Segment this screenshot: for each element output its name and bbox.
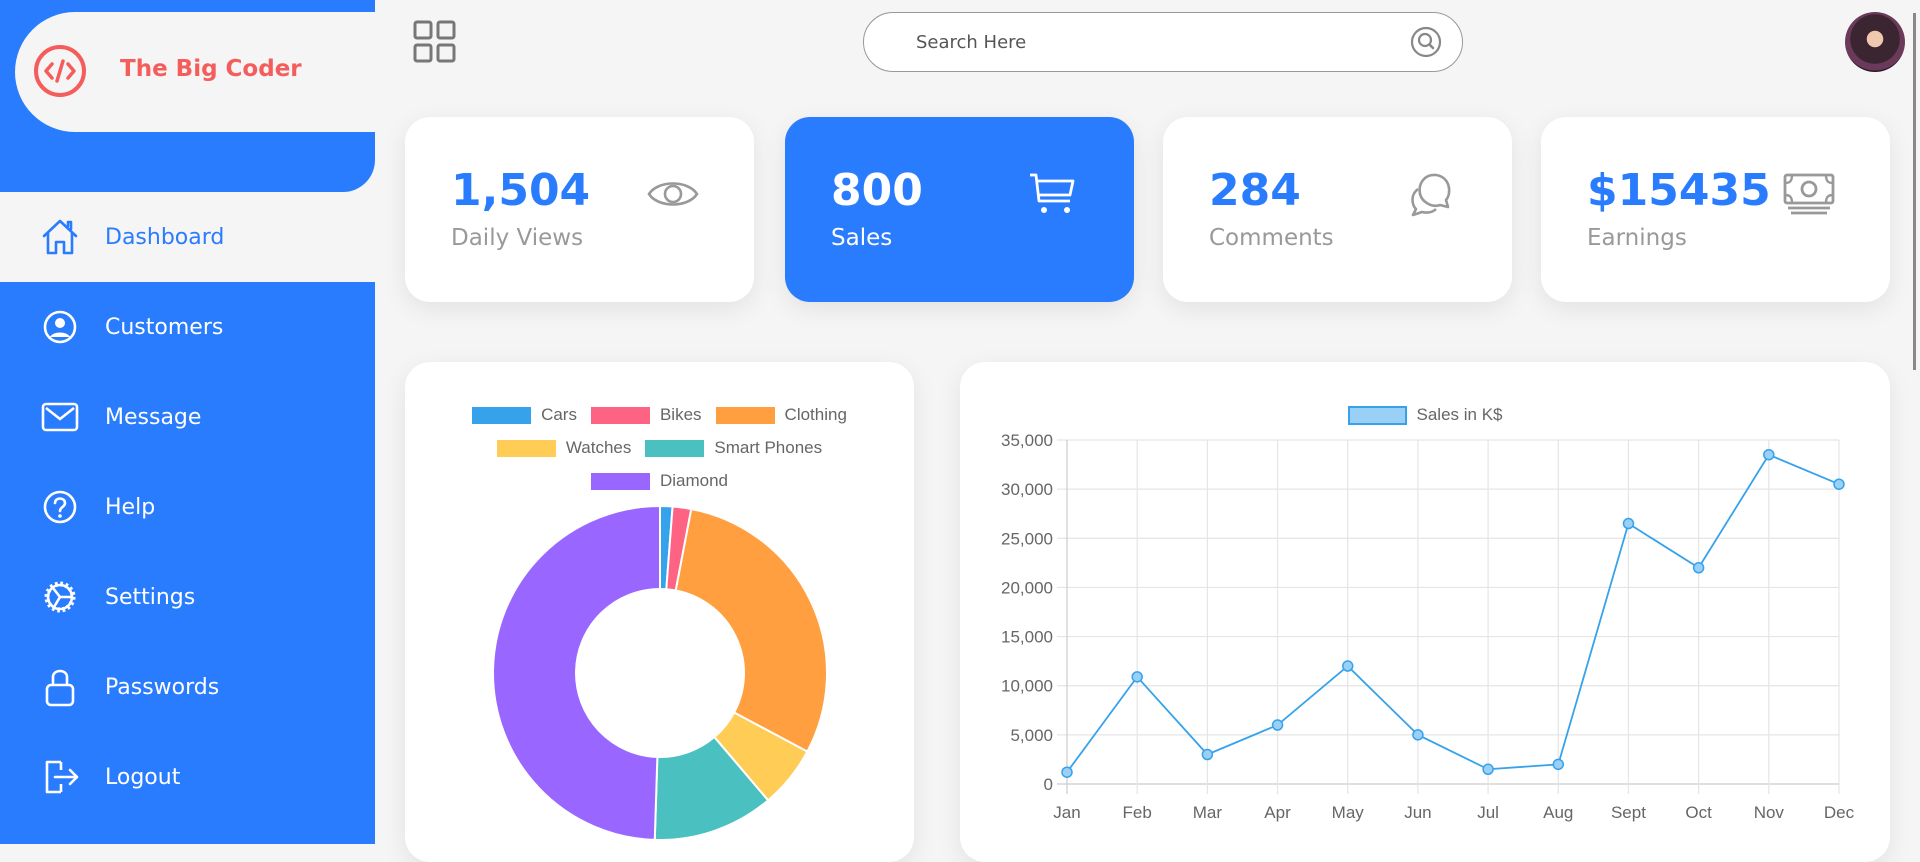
chart-legend: Watches Smart Phones <box>405 438 914 458</box>
legend-swatch <box>590 472 650 490</box>
data-point[interactable] <box>1412 729 1424 741</box>
data-point[interactable] <box>1763 448 1775 461</box>
sidebar-item-settings[interactable]: Settings <box>15 567 375 627</box>
y-tick-label: 15,000 <box>1001 628 1053 647</box>
x-tick-label: Mar <box>1193 803 1223 822</box>
sidebar-item-customers[interactable]: Customers <box>15 297 375 357</box>
home-icon <box>42 219 78 255</box>
y-tick-label: 30,000 <box>1001 480 1053 499</box>
cart-icon <box>1030 173 1075 213</box>
line-chart-panel: Sales in K$ 0 5,000 10,000 15,000 20,000 25,0… <box>960 362 1890 862</box>
mail-icon <box>41 402 79 432</box>
data-point[interactable] <box>1201 748 1214 761</box>
x-tick-label: Aug <box>1543 803 1573 822</box>
card-label: Daily Views <box>451 225 584 251</box>
card-value: 1,504 <box>451 165 591 216</box>
chart-legend: Diamond <box>405 471 914 491</box>
x-tick-label: Dec <box>1824 803 1855 822</box>
card-value: 800 <box>831 165 923 216</box>
legend-item-smart-phones[interactable]: Smart Phones <box>645 438 822 458</box>
scrollbar[interactable] <box>1913 13 1916 370</box>
sidebar-item-help[interactable]: Help <box>15 477 375 537</box>
x-tick-label: Jul <box>1477 803 1499 822</box>
user-circle-icon <box>43 310 77 344</box>
card-sales[interactable]: 800 Sales <box>785 117 1134 302</box>
doughnut-chart[interactable] <box>405 362 914 862</box>
card-value: $15435 <box>1587 165 1771 216</box>
sidebar-item-dashboard[interactable]: Dashboard <box>15 207 375 267</box>
data-point[interactable] <box>1552 758 1565 771</box>
eye-icon <box>647 182 699 206</box>
card-earnings[interactable]: $15435 Earnings <box>1541 117 1890 302</box>
card-daily-views[interactable]: 1,504 Daily Views <box>405 117 754 302</box>
y-tick-label: 10,000 <box>1001 677 1053 696</box>
x-tick-label: Oct <box>1685 803 1712 822</box>
data-point[interactable] <box>1833 478 1845 490</box>
active-nav-highlight <box>15 192 375 282</box>
data-point[interactable] <box>1622 517 1635 530</box>
data-point[interactable] <box>1131 671 1143 683</box>
legend-item-watches[interactable]: Watches <box>496 438 631 458</box>
x-tick-label: Jan <box>1053 803 1080 822</box>
card-label: Sales <box>831 225 893 251</box>
y-tick-label: 20,000 <box>1001 578 1053 597</box>
code-icon <box>34 45 86 97</box>
doughnut-slice[interactable] <box>492 504 661 841</box>
line-chart[interactable]: 0 5,000 10,000 15,000 20,000 25,000 30,000 35,0… <box>960 362 1890 862</box>
x-tick-label: Sept <box>1611 803 1646 822</box>
y-tick-label: 35,000 <box>1001 431 1053 450</box>
card-comments[interactable]: 284 Comments <box>1163 117 1512 302</box>
legend-swatch <box>1347 405 1407 425</box>
search-bar <box>863 12 1463 72</box>
card-value: 284 <box>1209 165 1301 216</box>
legend-item-sales[interactable]: Sales in K$ <box>1347 405 1503 425</box>
legend-swatch <box>472 406 532 424</box>
x-tick-label: Feb <box>1123 803 1152 822</box>
help-circle-icon <box>43 490 77 524</box>
chat-icon <box>1411 173 1451 217</box>
sidebar-curve-top <box>0 132 375 192</box>
logout-icon <box>45 760 79 794</box>
data-point[interactable] <box>1341 660 1354 672</box>
legend-swatch <box>590 406 650 424</box>
x-tick-label: Apr <box>1264 803 1291 822</box>
avatar[interactable] <box>1845 12 1905 72</box>
x-tick-label: Jun <box>1404 803 1431 822</box>
legend-item-bikes[interactable]: Bikes <box>590 405 702 425</box>
data-point[interactable] <box>1482 763 1494 776</box>
gear-icon <box>44 581 76 613</box>
data-point[interactable] <box>1061 766 1073 778</box>
sidebar-item-message[interactable]: Message <box>15 387 375 447</box>
grid-icon[interactable] <box>412 19 458 65</box>
y-tick-label: 5,000 <box>1010 726 1053 745</box>
doughnut-chart-panel: Cars Bikes Clothing Watches Smart Phones… <box>405 362 914 862</box>
y-tick-label: 25,000 <box>1001 529 1053 548</box>
legend-swatch <box>715 406 775 424</box>
x-tick-label: Nov <box>1754 803 1785 822</box>
brand-name: The Big Coder <box>120 56 302 82</box>
sidebar-item-logout[interactable]: Logout <box>15 747 375 807</box>
sidebar-curve-bottom <box>0 282 375 844</box>
data-point[interactable] <box>1271 719 1284 731</box>
legend-item-clothing[interactable]: Clothing <box>715 405 847 425</box>
data-point[interactable] <box>1692 562 1705 574</box>
chart-legend: Cars Bikes Clothing <box>405 405 914 425</box>
search-icon[interactable] <box>1410 26 1442 58</box>
card-label: Earnings <box>1587 225 1687 251</box>
lock-icon <box>45 669 75 707</box>
legend-swatch <box>645 439 705 457</box>
card-label: Comments <box>1209 225 1334 251</box>
brand-logo[interactable]: The Big Coder <box>15 12 375 132</box>
legend-item-cars[interactable]: Cars <box>472 405 577 425</box>
legend-swatch <box>496 439 556 457</box>
x-tick-label: May <box>1332 803 1365 822</box>
search-input[interactable] <box>916 13 1386 71</box>
money-icon <box>1783 173 1835 215</box>
y-tick-label: 0 <box>1044 775 1053 794</box>
doughnut-slice[interactable] <box>674 507 828 753</box>
sidebar-item-passwords[interactable]: Passwords <box>15 657 375 717</box>
legend-item-diamond[interactable]: Diamond <box>590 471 728 491</box>
chart-legend: Sales in K$ <box>960 405 1890 425</box>
